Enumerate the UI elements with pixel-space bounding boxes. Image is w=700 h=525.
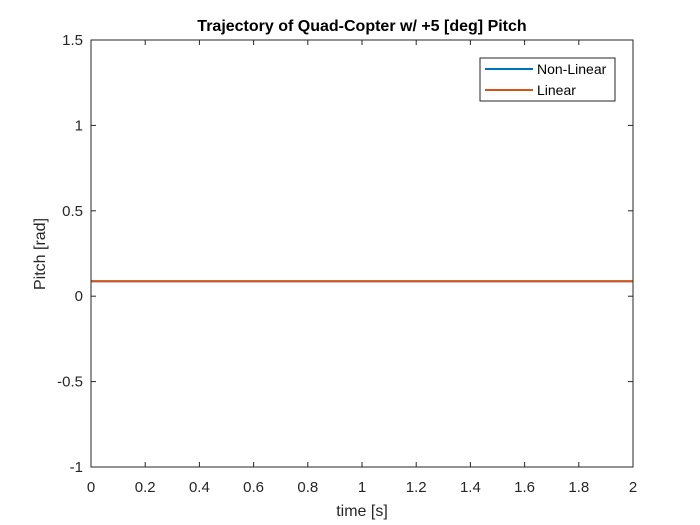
x-tick-label: 0.2 [135, 479, 156, 496]
y-tick-label: 1 [75, 117, 83, 134]
y-tick-label: -1 [70, 459, 83, 476]
x-tick-label: 1.2 [406, 479, 427, 496]
plot-area [91, 40, 633, 467]
x-tick-label: 1.4 [460, 479, 481, 496]
plot-frame [90, 39, 634, 468]
x-tick-label: 0.6 [243, 479, 264, 496]
legend: Non-Linear Linear [479, 57, 616, 102]
y-tick-label: 1.5 [62, 32, 83, 49]
y-tick-label: 0 [75, 288, 83, 305]
legend-box [479, 57, 616, 102]
x-tick-label: 1.8 [568, 479, 589, 496]
x-tick-label: 0.8 [297, 479, 318, 496]
legend-label-non-linear: Non-Linear [537, 61, 607, 77]
y-tick-label: -0.5 [57, 374, 83, 391]
x-tick-label: 1 [358, 479, 366, 496]
x-tick-label: 1.6 [514, 479, 535, 496]
y-axis-label: Pitch [rad] [32, 218, 49, 290]
ticks-layer: 0 0.2 0.4 0.6 0.8 1 1.2 1.4 1.6 1.8 2 -1 -0.5 0 0.5 1 1.… [57, 32, 637, 496]
y-tick-label: 0.5 [62, 203, 83, 220]
x-axis-label: time [s] [336, 503, 388, 520]
legend-items: Non-Linear Linear [485, 61, 607, 98]
x-tick-label: 0 [87, 479, 95, 496]
legend-label-linear: Linear [537, 82, 576, 98]
chart-title: Trajectory of Quad-Copter w/ +5 [deg] Pi… [197, 18, 526, 35]
x-tick-label: 0.4 [189, 479, 210, 496]
x-tick-label: 2 [629, 479, 637, 496]
